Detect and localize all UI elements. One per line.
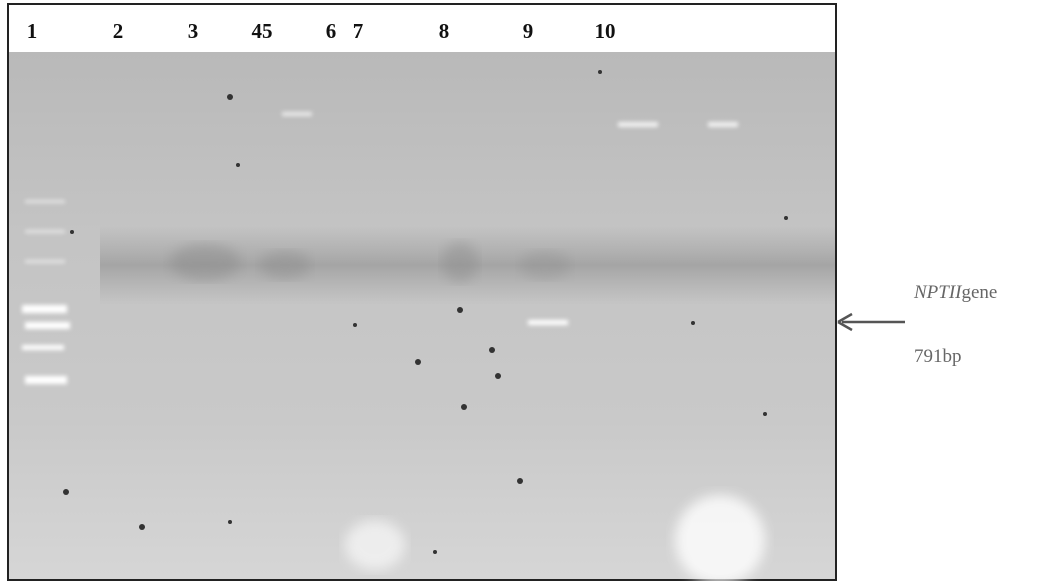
- gene-suffix: gene: [962, 282, 998, 303]
- lane-label: 2: [113, 19, 124, 43]
- lane-label: 45: [252, 19, 273, 43]
- gene-name: NPTII: [913, 282, 963, 303]
- lane-label: 6: [326, 19, 337, 43]
- lane-label: 10: [595, 19, 616, 43]
- gel: [9, 52, 835, 584]
- band-size: 791bp: [914, 346, 962, 367]
- gene-label: NPTIIgene: [913, 282, 997, 303]
- lane-label: 8: [439, 19, 450, 43]
- lane-label: 7: [353, 19, 364, 43]
- lane-label: 1: [27, 19, 38, 43]
- lane-label: 3: [188, 19, 199, 43]
- lane-label: 9: [523, 19, 534, 43]
- gel-figure: 12345678910 NPTIIgene 791bp: [0, 0, 1049, 584]
